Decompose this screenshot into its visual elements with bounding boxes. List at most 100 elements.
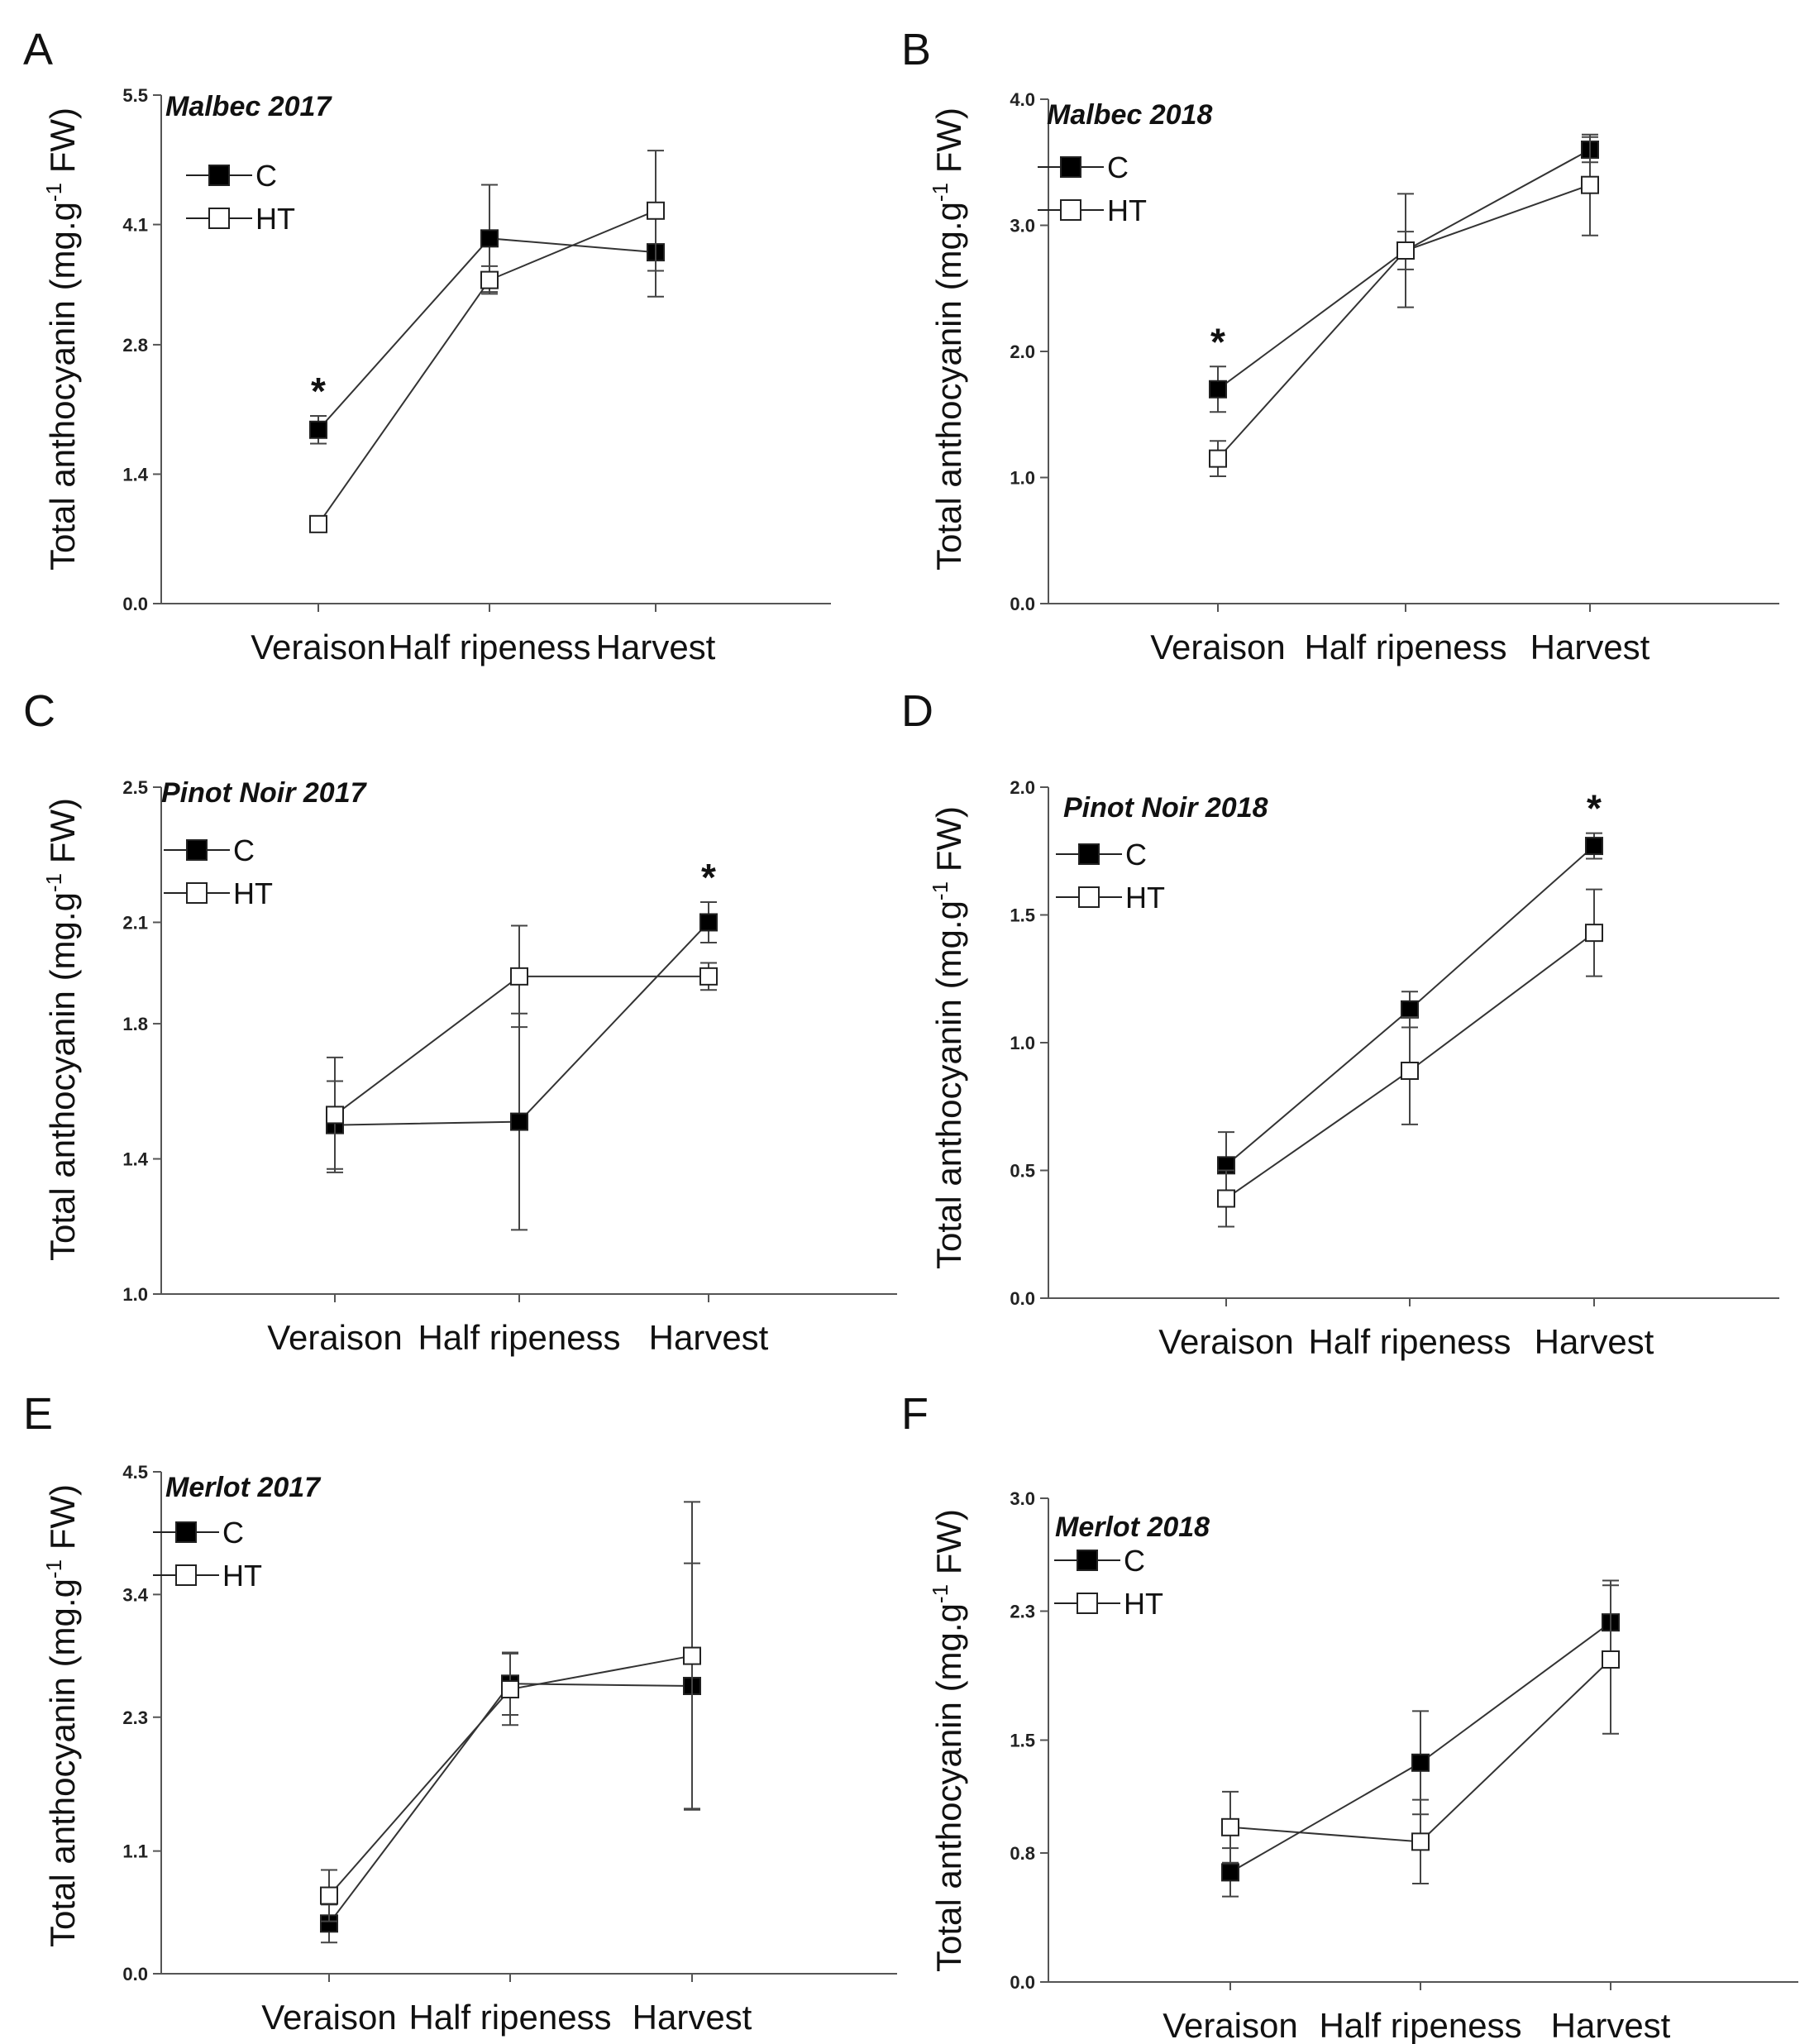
- legend-marker-ht: [1078, 886, 1100, 908]
- data-point-c: [1209, 380, 1227, 399]
- y-axis-title-unit: FW): [929, 107, 968, 183]
- data-point-c: [1221, 1863, 1239, 1882]
- legend-marker-ht: [186, 882, 208, 904]
- y-tick-label: 1.5: [1010, 1731, 1035, 1751]
- series-ht: [309, 150, 665, 533]
- y-axis-title-unit: FW): [43, 798, 82, 873]
- legend-label-ht: HT: [222, 1559, 262, 1593]
- significance-marker: *: [1210, 320, 1225, 363]
- data-point-c: [1401, 1000, 1419, 1019]
- panel-e: E 0.0 1.1 2.3 3.4 4.5 Veraison Half ripeness Har…: [23, 1389, 897, 2037]
- x-tick-label: Veraison: [1163, 2006, 1297, 2044]
- y-axis-title-superscript: -1: [928, 1584, 952, 1603]
- x-tick-label: Harvest: [596, 628, 716, 666]
- legend-marker-c: [1060, 156, 1081, 178]
- y-axis-title-unit: FW): [43, 107, 82, 183]
- data-point-ht: [1221, 1817, 1239, 1836]
- y-axis-title: Total anthocyanin (mg.g-1 FW): [41, 798, 82, 1261]
- x-tick-label: Half ripeness: [418, 1318, 620, 1357]
- y-tick-label: 3.4: [122, 1584, 148, 1605]
- data-point-ht: [480, 270, 499, 289]
- legend-marker-c: [1077, 1550, 1098, 1571]
- legend-label-ht: HT: [1125, 881, 1165, 915]
- y-tick-label: 0.5: [1010, 1161, 1035, 1182]
- data-point-ht: [326, 1106, 344, 1125]
- data-point-ht: [1411, 1832, 1430, 1851]
- series-c: [1221, 1579, 1620, 1898]
- y-tick-label: 0.8: [1010, 1843, 1035, 1864]
- data-point-ht: [1585, 924, 1603, 943]
- x-tick-label: Half ripeness: [1308, 1322, 1511, 1361]
- chart-title: Merlot 2017: [165, 1472, 322, 1503]
- series-c: [1209, 136, 1599, 413]
- data-point-ht: [320, 1886, 338, 1905]
- y-axis-title-main: Total anthocyanin (mg.g: [43, 202, 82, 571]
- x-tick-label: Veraison: [251, 628, 385, 666]
- chart-title: Merlot 2018: [1055, 1512, 1210, 1543]
- x-tick-label: Harvest: [633, 1998, 752, 2037]
- panel-letter: F: [901, 1389, 929, 1439]
- data-point-ht: [1396, 241, 1415, 260]
- y-tick-label: 2.5: [122, 777, 148, 798]
- series-ht: [326, 924, 718, 1173]
- y-tick-label: 2.3: [122, 1707, 148, 1728]
- legend-marker-c: [175, 1521, 197, 1543]
- y-tick-label: 0.0: [1010, 1288, 1035, 1309]
- y-axis-title: Total anthocyanin (mg.g-1 FW): [928, 806, 968, 1269]
- data-point-c: [1411, 1753, 1430, 1772]
- y-axis-title-main: Total anthocyanin (mg.g: [929, 900, 968, 1269]
- x-tick-label: Harvest: [1530, 628, 1650, 666]
- legend-label-c: C: [1124, 1544, 1145, 1578]
- legend-label-ht: HT: [1124, 1587, 1163, 1621]
- series-c: [1217, 832, 1603, 1200]
- y-axis-title-unit: FW): [43, 1484, 82, 1559]
- y-tick-label: 3.0: [1010, 1488, 1035, 1509]
- legend-label-c: C: [1125, 838, 1147, 872]
- legend-label-c: C: [233, 833, 255, 867]
- x-tick-label: Half ripeness: [388, 628, 590, 666]
- y-tick-label: 0.0: [122, 1964, 148, 1984]
- legend-marker-ht: [1060, 199, 1081, 221]
- panel-letter: C: [23, 686, 55, 736]
- y-tick-label: 4.1: [122, 215, 148, 236]
- y-tick-label: 2.0: [1010, 341, 1035, 362]
- x-tick-label: Veraison: [261, 1998, 396, 2037]
- y-tick-label: 4.5: [122, 1462, 148, 1483]
- legend-marker-c: [208, 165, 230, 186]
- y-axis-title: Total anthocyanin (mg.g-1 FW): [41, 107, 82, 571]
- data-point-ht: [1602, 1650, 1620, 1669]
- legend-marker-ht: [175, 1564, 197, 1586]
- y-tick-label: 1.1: [122, 1841, 148, 1862]
- panel-a: A 0.0 1.4 2.8 4.1 5.5 Veraison Half ripeness Har…: [23, 25, 831, 666]
- series-c: [326, 900, 718, 1231]
- series-c: [320, 1562, 701, 1944]
- y-tick-label: 3.0: [1010, 216, 1035, 236]
- data-point-ht: [1581, 175, 1599, 194]
- panel-c: C 1.0 1.4 1.8 2.1 2.5 Veraison Half ripeness Har…: [23, 686, 897, 1357]
- legend-label-ht: HT: [255, 202, 295, 236]
- x-tick-label: Half ripeness: [1319, 2006, 1521, 2044]
- data-point-c: [480, 229, 499, 248]
- data-point-ht: [1401, 1061, 1419, 1080]
- chart-title: Malbec 2018: [1047, 99, 1212, 131]
- chart-title: Malbec 2017: [165, 91, 332, 122]
- chart-title: Pinot Noir 2018: [1063, 792, 1268, 824]
- legend-label-c: C: [1107, 150, 1129, 184]
- series-c: [309, 184, 665, 445]
- data-point-ht: [501, 1680, 519, 1699]
- y-tick-label: 5.5: [122, 85, 148, 106]
- y-axis-title-main: Total anthocyanin (mg.g: [929, 202, 968, 571]
- y-axis-title-superscript: -1: [928, 183, 952, 202]
- panel-letter: B: [901, 25, 931, 74]
- legend-label-ht: HT: [233, 876, 273, 910]
- series-line-ht: [317, 209, 656, 525]
- legend-label-ht: HT: [1107, 193, 1147, 227]
- data-point-ht: [699, 967, 718, 986]
- panel-letter: A: [23, 25, 53, 74]
- y-tick-label: 1.5: [1010, 905, 1035, 926]
- panel-letter: E: [23, 1389, 53, 1439]
- y-tick-label: 2.3: [1010, 1602, 1035, 1622]
- x-tick-label: Veraison: [1158, 1322, 1293, 1361]
- legend-label-c: C: [222, 1516, 244, 1550]
- chart-title: Pinot Noir 2017: [161, 777, 368, 809]
